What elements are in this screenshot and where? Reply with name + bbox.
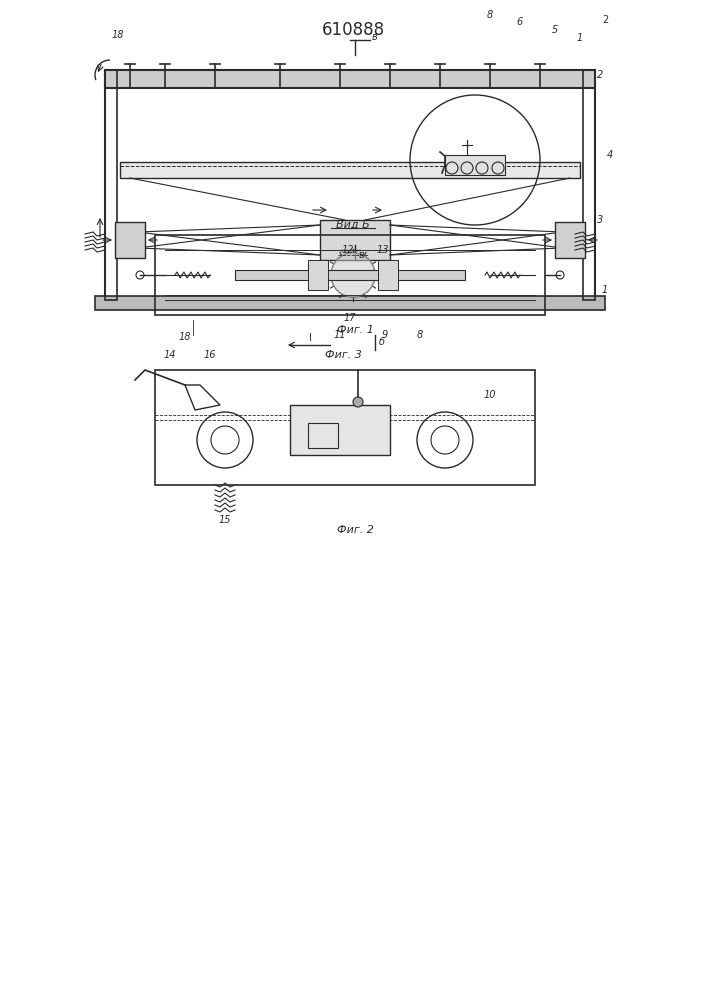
Bar [583,70,595,300]
Text: б: б [379,337,385,347]
Bar [120,162,580,178]
Polygon shape [331,253,375,297]
Text: 1: 1 [577,33,583,43]
Text: 4: 4 [607,150,613,160]
Text: в: в [359,250,365,260]
Bar [105,70,595,300]
Bar [235,270,465,280]
Text: 8: 8 [417,330,423,340]
Text: 14: 14 [164,350,176,360]
Bar [95,296,605,310]
Bar [555,222,585,258]
Text: в: в [372,32,378,42]
Bar [445,155,505,175]
Circle shape [353,397,363,407]
Text: Фиг. 3: Фиг. 3 [325,350,361,360]
Text: 1: 1 [602,285,608,295]
Text: I: I [308,333,312,343]
Text: 18: 18 [112,30,124,40]
Text: Вид Б: Вид Б [336,220,370,230]
Text: 8: 8 [487,10,493,20]
Bar [105,70,117,300]
Bar [155,370,535,485]
Text: 18: 18 [179,332,192,342]
Text: 2: 2 [602,15,608,25]
Bar [105,70,595,88]
Text: 610888: 610888 [322,21,385,39]
Text: 9: 9 [382,330,388,340]
Bar [155,235,545,315]
Text: 17: 17 [344,313,356,323]
Text: 11: 11 [334,330,346,340]
Text: 3: 3 [597,215,603,225]
Bar [115,222,145,258]
Bar [308,260,328,290]
Text: 10: 10 [484,390,496,400]
Bar [320,220,390,260]
Text: 15: 15 [218,515,231,525]
Text: 2: 2 [597,70,603,80]
Text: 6: 6 [517,17,523,27]
Text: 5: 5 [552,25,558,35]
Text: Фиг. 1: Фиг. 1 [337,325,373,335]
Bar [378,260,398,290]
Text: 12: 12 [341,245,354,255]
Text: Фиг. 2: Фиг. 2 [337,525,373,535]
Bar [308,423,338,448]
Text: 13: 13 [377,245,390,255]
Bar [290,405,390,455]
Text: 16: 16 [204,350,216,360]
